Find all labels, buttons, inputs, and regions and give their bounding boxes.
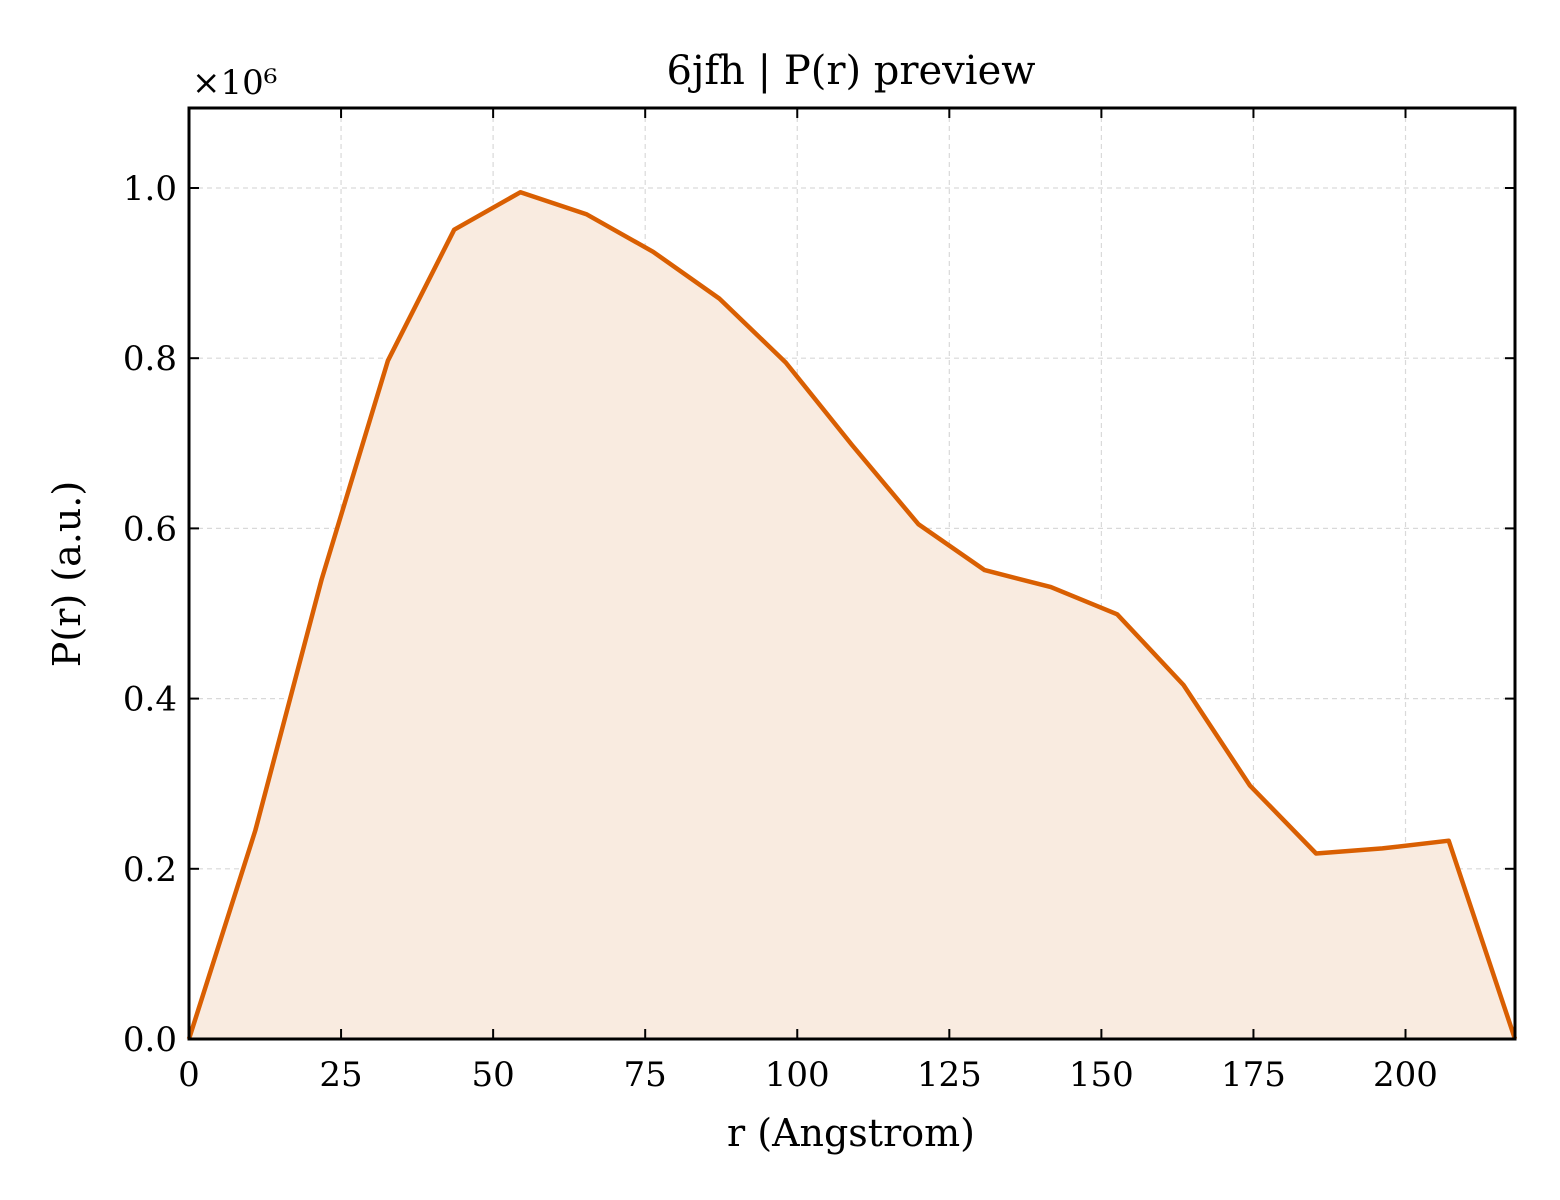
x-tick-label: 125 [917, 1055, 982, 1095]
x-tick-label: 0 [178, 1055, 200, 1095]
y-axis-label: P(r) (a.u.) [45, 481, 89, 667]
series-line [186, 189, 1518, 1040]
x-tick-label: 150 [1069, 1055, 1134, 1095]
x-tick-label: 100 [765, 1055, 830, 1095]
y-tick-label: 0.2 [123, 850, 177, 890]
x-tick-label: 200 [1373, 1055, 1438, 1095]
x-tick-label: 50 [471, 1055, 514, 1095]
y-multiplier-label: ×10⁶ [192, 63, 277, 103]
chart-title: 6jfh | P(r) preview [667, 48, 1036, 94]
y-tick-label: 0.0 [123, 1020, 177, 1060]
y-tick-label: 0.8 [123, 339, 177, 379]
plot-frame [187, 106, 1517, 1041]
axis-ticks: 0 25 50 75 100 125 150 175 200 0.0 0.2 0.4 0.6 0.8 1.0 [123, 108, 1515, 1095]
x-tick-label: 175 [1221, 1055, 1286, 1095]
series-area-fill [189, 192, 1515, 1039]
y-tick-label: 1.0 [123, 169, 177, 209]
x-tick-label: 25 [319, 1055, 362, 1095]
y-tick-label: 0.4 [123, 680, 177, 720]
x-tick-label: 75 [624, 1055, 667, 1095]
y-tick-label: 0.6 [123, 509, 177, 549]
x-axis-label: r (Angstrom) [727, 1111, 975, 1155]
